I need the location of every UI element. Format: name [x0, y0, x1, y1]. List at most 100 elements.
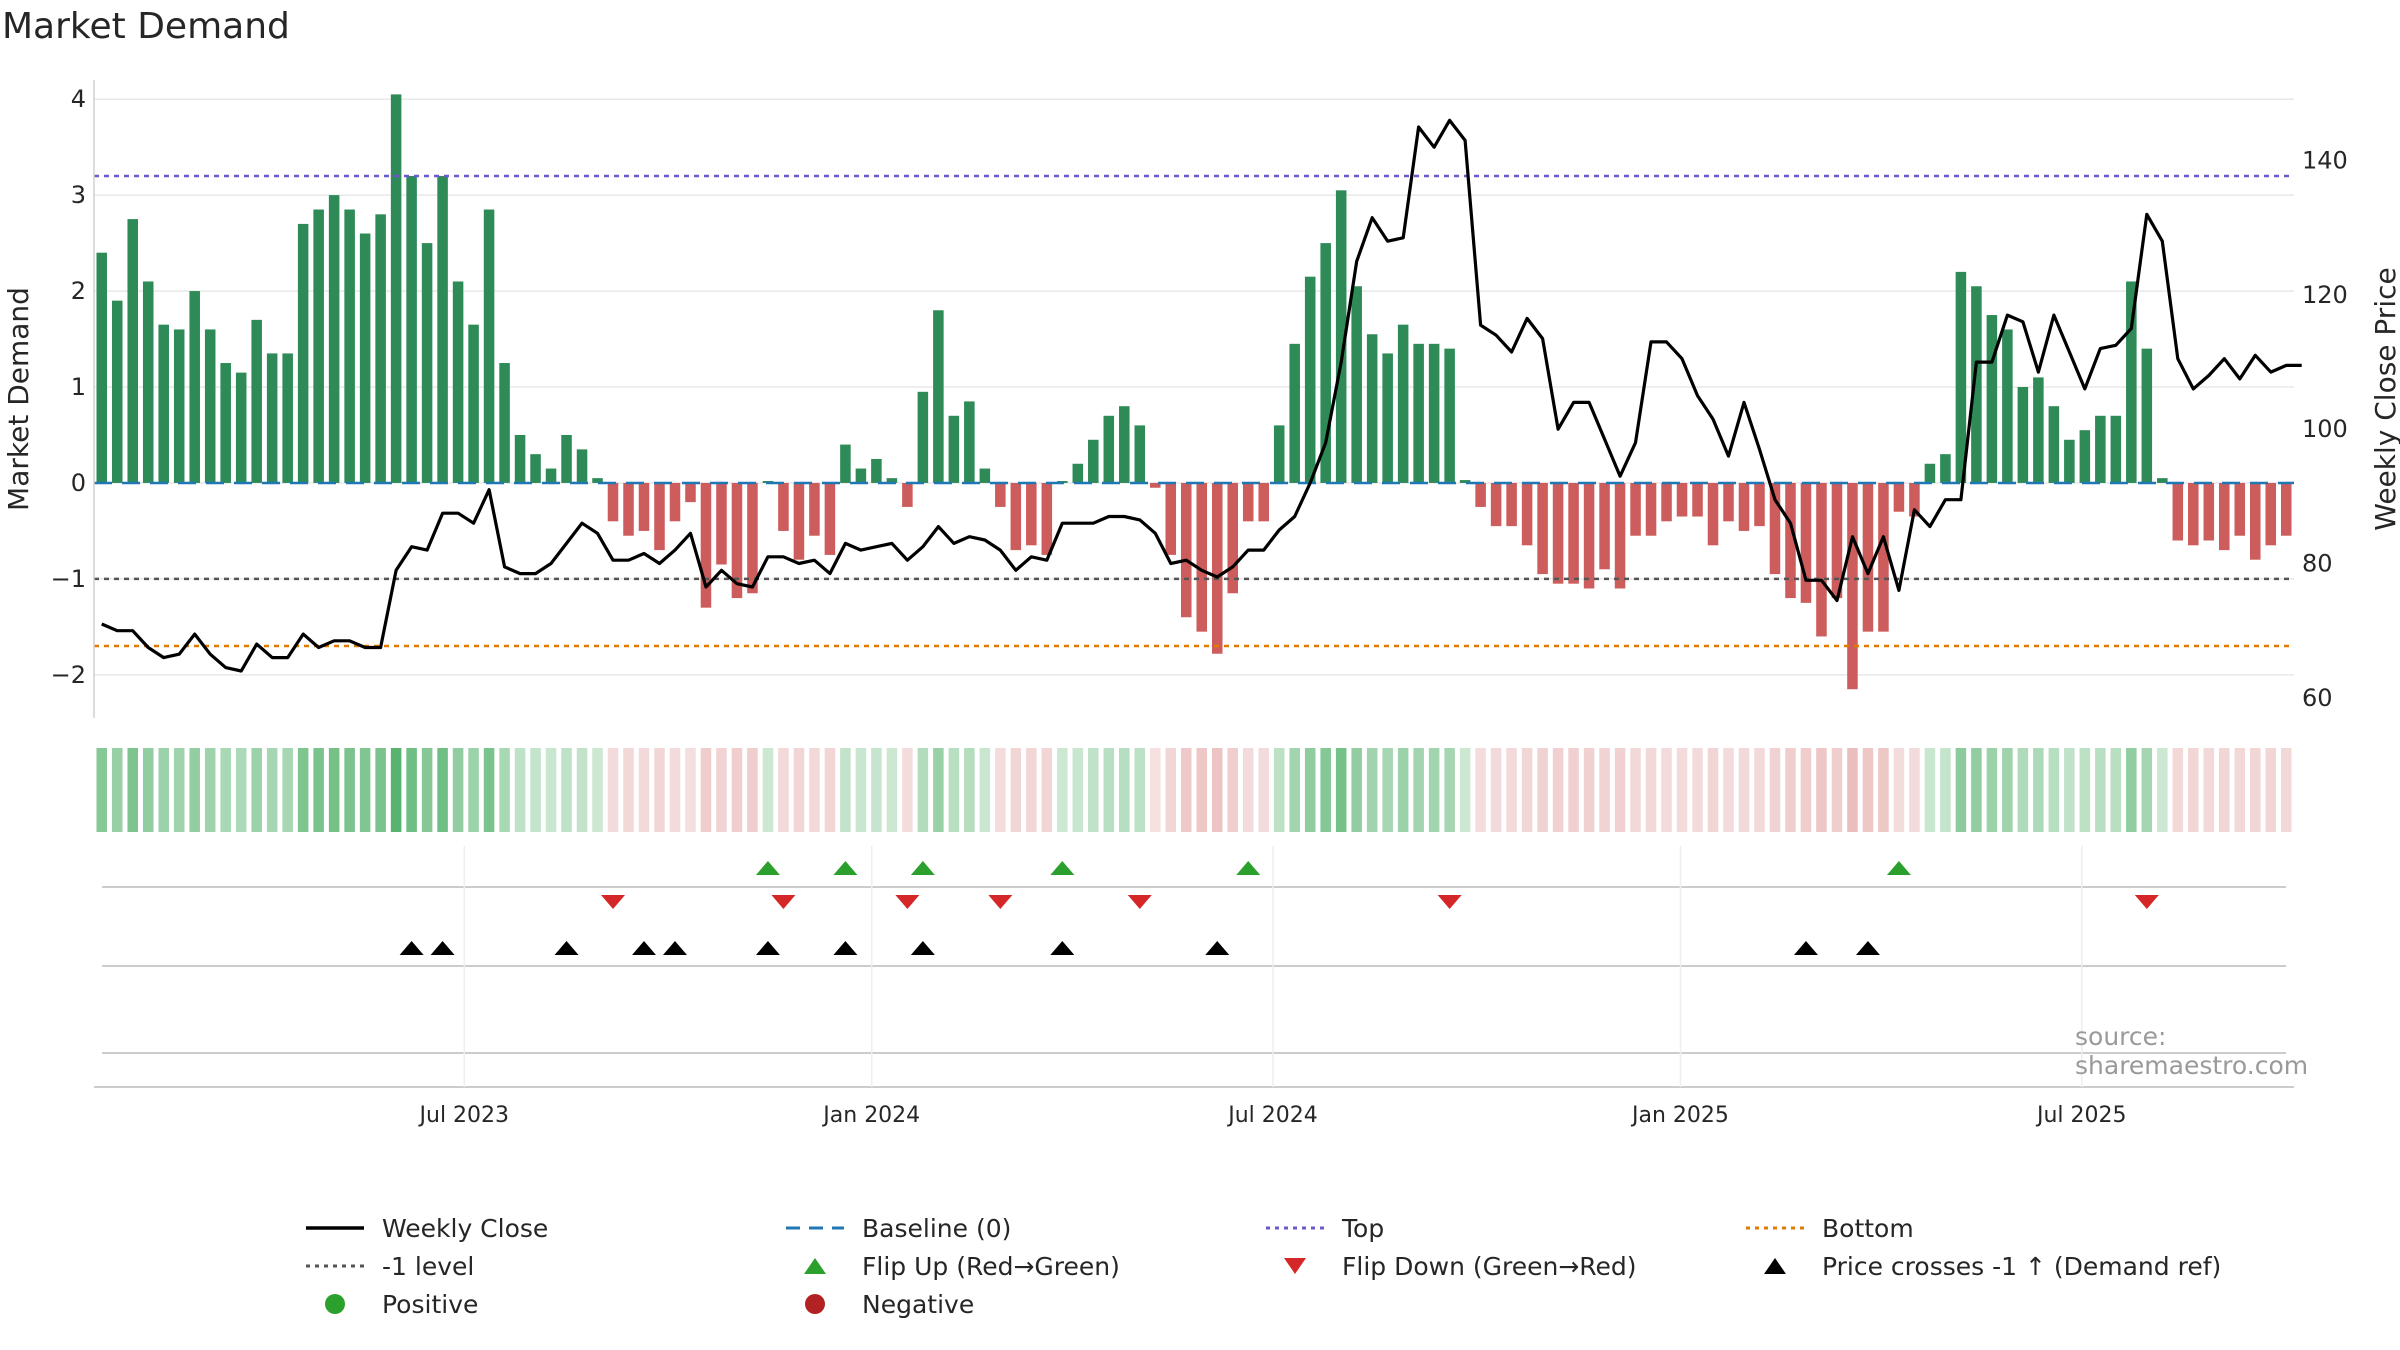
- price-cross-marker: [1205, 941, 1230, 955]
- strip-cell: [1971, 748, 1982, 832]
- flip-up-marker: [1050, 861, 1075, 875]
- y-tick-label: 0: [71, 469, 86, 497]
- demand-bar: [1320, 243, 1331, 483]
- legend-item: Weekly Close: [300, 1210, 548, 1246]
- strip-cell: [855, 748, 867, 832]
- strip-cell: [142, 748, 154, 832]
- strip-cell: [2033, 748, 2044, 832]
- strip-cell: [685, 748, 696, 832]
- demand-bar: [1351, 286, 1362, 483]
- strip-cell: [1041, 748, 1053, 832]
- strip-cell: [1165, 748, 1177, 832]
- demand-bar: [282, 353, 293, 483]
- demand-bar: [1785, 482, 1796, 599]
- x-tick-label: Jan 2025: [1630, 1103, 1729, 1128]
- strip-cell: [1366, 748, 1378, 832]
- strip-cell: [468, 748, 479, 832]
- strip-cell: [1847, 748, 1858, 832]
- strip-cell: [1428, 748, 1440, 832]
- y-axis-label: Market Demand: [2, 287, 35, 511]
- strip-cell: [2203, 748, 2215, 832]
- legend-label: Top: [1342, 1213, 1385, 1243]
- demand-bar: [1382, 353, 1393, 483]
- demand-bar: [1940, 454, 1951, 483]
- demand-bar: [1986, 315, 1998, 483]
- legend-item: Baseline (0): [780, 1210, 1011, 1246]
- y-tick-label: 4: [71, 85, 86, 113]
- demand-bar: [1878, 482, 1889, 632]
- demand-bar: [2234, 482, 2246, 536]
- demand-bar: [1971, 286, 1982, 483]
- strip-cell: [1211, 748, 1223, 832]
- demand-bar: [2219, 482, 2230, 551]
- legend-symbol-icon: [1284, 1258, 1306, 1274]
- strip-cell: [762, 748, 774, 832]
- strip-cell: [1661, 748, 1672, 832]
- demand-bar: [1552, 482, 1564, 584]
- strip-cell: [2172, 748, 2184, 832]
- demand-bar: [1800, 482, 1812, 603]
- strip-cell: [452, 748, 464, 832]
- price-cross-marker: [430, 941, 455, 955]
- flip-down-marker: [1437, 895, 1462, 909]
- strip-cell: [1676, 748, 1688, 832]
- strip-cell: [2250, 748, 2261, 832]
- demand-bar: [964, 401, 975, 483]
- strip-cell: [1862, 748, 1874, 832]
- demand-bar: [824, 482, 836, 555]
- price-cross-marker: [910, 941, 935, 955]
- legend-symbol-icon: [325, 1294, 345, 1314]
- demand-bar: [731, 482, 743, 599]
- strip-cell: [933, 748, 944, 832]
- demand-bar: [1909, 482, 1920, 517]
- demand-bar: [2064, 439, 2075, 483]
- demand-bar: [2250, 482, 2261, 560]
- legend-label: Flip Down (Green→Red): [1342, 1251, 1637, 1281]
- strip-cell: [111, 748, 123, 832]
- demand-bar: [979, 468, 991, 483]
- demand-bar: [1459, 480, 1471, 483]
- demand-bar: [2126, 281, 2137, 483]
- strip-cell: [1382, 748, 1393, 832]
- demand-bar: [2017, 387, 2029, 483]
- legend-item: Top: [1260, 1210, 1384, 1246]
- strip-cell: [1103, 748, 1115, 832]
- demand-bar: [1645, 482, 1657, 536]
- demand-bar: [2141, 348, 2153, 483]
- strip-cell: [1893, 748, 1905, 832]
- strip-cell: [344, 748, 355, 832]
- demand-bar: [111, 300, 123, 483]
- strip-cell: [1769, 748, 1781, 832]
- strip-cell: [1088, 748, 1099, 832]
- demand-bar: [933, 310, 944, 483]
- demand-bar: [1335, 190, 1347, 483]
- demand-bar: [1180, 482, 1192, 618]
- reference-lines: [94, 174, 2294, 648]
- demand-bar: [390, 94, 402, 483]
- demand-bar: [1754, 482, 1765, 527]
- demand-bar: [995, 482, 1006, 507]
- demand-bar: [1630, 482, 1641, 536]
- demand-bar: [530, 454, 541, 483]
- demand-bar: [1413, 343, 1424, 483]
- strip-cell: [1475, 748, 1486, 832]
- strip-cell: [545, 748, 557, 832]
- demand-bar: [1831, 482, 1843, 599]
- strip-cell: [1568, 748, 1579, 832]
- demand-bar: [359, 233, 371, 483]
- demand-bar: [96, 252, 108, 483]
- demand-bar: [1614, 482, 1626, 589]
- legend-item: -1 level: [300, 1248, 474, 1284]
- demand-bar: [220, 363, 231, 483]
- strip-cell: [638, 748, 650, 832]
- strip-cell: [1986, 748, 1998, 832]
- strip-cell: [1444, 748, 1455, 832]
- legend-symbol-icon: [805, 1294, 825, 1314]
- strip-cell: [127, 748, 138, 832]
- strip-cell: [1180, 748, 1192, 832]
- price-cross-marker: [662, 941, 687, 955]
- legend-label: Negative: [862, 1289, 975, 1319]
- strip-cell: [1630, 748, 1641, 832]
- demand-bar: [142, 281, 154, 483]
- y-tick-label: −1: [51, 565, 86, 593]
